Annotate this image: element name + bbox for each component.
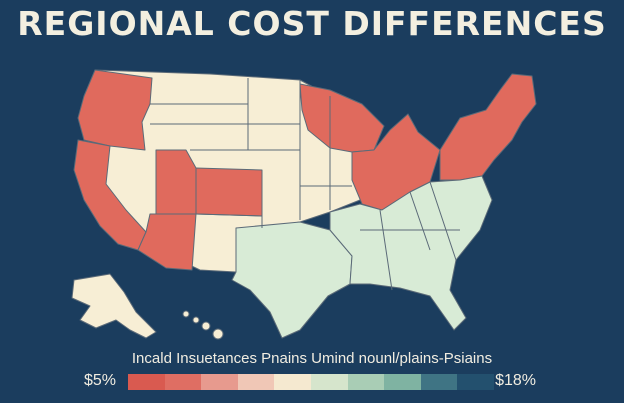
map-title: REGIONAL COST DIFFERENCES <box>17 4 607 43</box>
scale-segment <box>420 374 458 390</box>
region-alaska <box>71 273 157 339</box>
color-scale-bar <box>128 374 494 390</box>
region-pacific-northwest <box>77 69 153 151</box>
scale-segment <box>274 374 311 390</box>
region-utah <box>155 149 197 215</box>
region-northeast <box>439 73 537 181</box>
region-great-lakes <box>351 113 441 211</box>
scale-segment <box>128 374 165 390</box>
region-hawaii <box>182 310 224 340</box>
legend-label: Incald Insuetances Pnains Umind nounl/pl… <box>131 350 493 367</box>
scale-segment <box>347 374 385 390</box>
region-texas <box>231 221 353 339</box>
scale-segment <box>384 374 421 390</box>
scale-max-label: $18% <box>495 372 536 389</box>
scale-min-label: $5% <box>84 372 117 389</box>
scale-segment <box>164 374 202 390</box>
region-colorado <box>195 167 263 217</box>
scale-segment <box>201 374 238 390</box>
scale-segment <box>310 374 348 390</box>
region-southeast <box>329 175 493 331</box>
cost-scale: $5% $18% <box>0 366 624 396</box>
scale-segment <box>237 374 275 390</box>
scale-segment <box>457 374 494 390</box>
